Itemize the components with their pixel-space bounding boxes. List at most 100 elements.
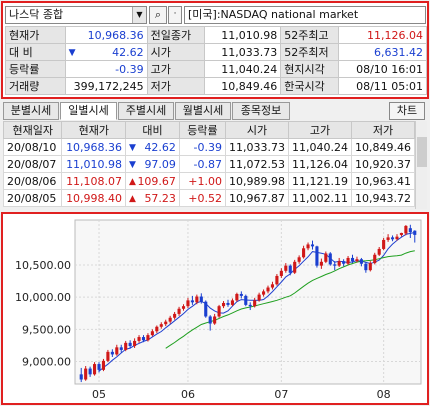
tab-info[interactable]: 종목정보 bbox=[232, 102, 290, 120]
candle-body bbox=[324, 253, 328, 262]
diff-value: 57.23 bbox=[144, 191, 176, 205]
candle-body bbox=[377, 248, 381, 255]
table-row[interactable]: 20/08/07 11,010.98 ▼ 97.09 -0.87 11,072.53 11,… bbox=[2, 155, 416, 173]
diff-value: 42.62 bbox=[144, 140, 176, 154]
x-tick-label: 05 bbox=[92, 388, 106, 401]
table-row[interactable]: 20/08/06 11,108.07 ▲ 109.67 +1.00 10,989.98 11… bbox=[2, 172, 416, 190]
candle-body bbox=[373, 254, 377, 264]
down-arrow-icon: ▼ bbox=[129, 159, 136, 170]
candle-body bbox=[346, 257, 350, 264]
symbol-bar: 나스닥 종합 ▼ ⌕ · [미국]:NASDAQ national market bbox=[5, 5, 427, 25]
candle-body bbox=[270, 284, 275, 288]
quote-info-label: 52주최저 bbox=[280, 43, 340, 61]
quote-info-label: 고가 bbox=[146, 60, 206, 78]
candle-body bbox=[133, 340, 137, 347]
quote-info-label: 등락률 bbox=[5, 60, 66, 78]
quote-info-label: 시가 bbox=[146, 43, 206, 61]
chevron-down-icon[interactable]: ▼ bbox=[132, 7, 146, 23]
column-header[interactable]: 대비 bbox=[125, 121, 180, 139]
column-header[interactable]: 저가 bbox=[350, 121, 416, 139]
quote-tabs: 분별시세 일별시세 주별시세 월별시세 종목정보 차트 bbox=[3, 102, 427, 120]
candle-body bbox=[226, 302, 230, 305]
y-tick-label: 10,500.00 bbox=[15, 259, 71, 272]
open-cell: 10,989.98 bbox=[225, 172, 289, 190]
quote-info-number: 42.62 bbox=[112, 45, 144, 59]
quote-info-value: 6,631.42 bbox=[338, 43, 427, 61]
date-cell: 20/08/06 bbox=[2, 172, 63, 190]
quote-info-value: 08/10 16:01 bbox=[338, 60, 427, 78]
candle-body bbox=[235, 293, 239, 301]
low-cell: 10,963.41 bbox=[350, 172, 416, 190]
candle-body bbox=[168, 317, 172, 322]
candle-body bbox=[275, 275, 279, 285]
chart-button[interactable]: 차트 bbox=[389, 102, 425, 120]
candle-body bbox=[186, 300, 190, 307]
candle-body bbox=[115, 347, 119, 355]
candle-body bbox=[128, 342, 132, 347]
candle-body bbox=[137, 337, 141, 341]
quote-info-value: 10,968.36 bbox=[64, 26, 148, 44]
y-tick-label: 9,000.00 bbox=[22, 355, 71, 368]
plot-area bbox=[74, 219, 422, 385]
candle-body bbox=[382, 239, 386, 249]
open-cell: 10,967.87 bbox=[225, 189, 289, 207]
x-tick-label: 06 bbox=[181, 388, 195, 401]
quote-info-value: -0.39 bbox=[64, 60, 148, 78]
candle-body bbox=[279, 270, 283, 276]
candle-body bbox=[93, 364, 97, 375]
table-row[interactable]: 20/08/10 10,968.36 ▼ 42.62 -0.39 11,033.73 11,… bbox=[2, 138, 416, 156]
quote-info-label: 한국시각 bbox=[280, 77, 340, 95]
diff-value: 109.67 bbox=[137, 174, 176, 188]
candle-body bbox=[284, 265, 288, 271]
scrollbar-thumb[interactable] bbox=[417, 137, 427, 167]
open-cell: 11,033.73 bbox=[225, 138, 289, 156]
pin-icon[interactable]: · bbox=[168, 6, 182, 24]
candle-body bbox=[159, 324, 163, 327]
candle-body bbox=[173, 313, 177, 318]
symbol-select[interactable]: 나스닥 종합 ▼ bbox=[5, 6, 147, 24]
price-cell: 10,968.36 bbox=[61, 138, 127, 156]
quote-info-row: 등락률 -0.39 고가 11,040.24 현지시각 08/10 16:01 bbox=[5, 60, 427, 78]
price-cell: 11,108.07 bbox=[61, 172, 127, 190]
low-cell: 10,943.72 bbox=[350, 189, 416, 207]
candle-body bbox=[319, 261, 323, 266]
candle-body bbox=[266, 287, 270, 292]
column-header[interactable]: 등락률 bbox=[178, 121, 227, 139]
date-cell: 20/08/07 bbox=[2, 155, 63, 173]
quote-info-value: 11,010.98 bbox=[204, 26, 282, 44]
quote-info-number: 6,631.42 bbox=[374, 45, 423, 59]
quote-info-value: ▼ 42.62 bbox=[64, 43, 148, 61]
up-arrow-icon: ▲ bbox=[129, 176, 136, 187]
price-chart-panel: 10,500.00 10,000.00 9,500.00 9,000.00 05 06 07… bbox=[1, 212, 429, 405]
candle-body bbox=[359, 259, 363, 264]
tab-weekly[interactable]: 주별시세 bbox=[118, 102, 174, 120]
search-icon[interactable]: ⌕ bbox=[149, 6, 167, 24]
candle-body bbox=[395, 236, 399, 240]
table-row[interactable]: 20/08/05 10,998.40 ▲ 57.23 +0.52 10,967.87 11,… bbox=[2, 189, 416, 207]
candle-body bbox=[253, 300, 257, 307]
rate-cell: -0.87 bbox=[178, 155, 227, 173]
candle-body bbox=[213, 316, 217, 324]
tab-minute[interactable]: 분별시세 bbox=[3, 102, 59, 120]
tab-daily[interactable]: 일별시세 bbox=[60, 102, 117, 120]
column-header[interactable]: 현재가 bbox=[61, 121, 127, 139]
quote-info-value: 11,033.73 bbox=[204, 43, 282, 61]
column-header[interactable]: 현재일자 bbox=[2, 121, 63, 139]
quote-info-number: 10,849.46 bbox=[221, 79, 278, 93]
daily-table-scrollbar[interactable] bbox=[415, 121, 427, 209]
quote-info-value: 11,040.24 bbox=[204, 60, 282, 78]
candle-body bbox=[101, 360, 106, 370]
candle-body bbox=[368, 263, 372, 271]
candle-body bbox=[248, 304, 252, 307]
tab-monthly[interactable]: 월별시세 bbox=[175, 102, 231, 120]
down-arrow-icon: ▼ bbox=[68, 47, 76, 58]
diff-cell: ▲ 57.23 bbox=[125, 189, 180, 207]
candle-body bbox=[146, 335, 150, 341]
column-header[interactable]: 시가 bbox=[225, 121, 289, 139]
column-header[interactable]: 고가 bbox=[288, 121, 352, 139]
candle-body bbox=[342, 261, 346, 264]
high-cell: 11,002.11 bbox=[288, 189, 352, 207]
candle-body bbox=[239, 293, 243, 296]
price-cell: 11,010.98 bbox=[61, 155, 127, 173]
quote-info-label: 현지시각 bbox=[280, 60, 340, 78]
